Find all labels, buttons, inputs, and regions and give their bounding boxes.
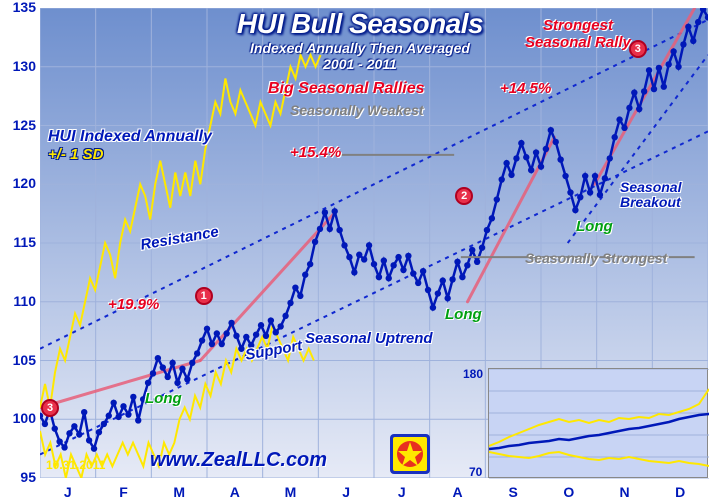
pct1-label: +19.9% [108, 296, 159, 313]
chart-container: 95100105110115120125130135 JFMAMJJASOND … [0, 0, 720, 504]
zeal-logo [390, 434, 430, 474]
seasonal-breakout-label: Seasonal Breakout [620, 180, 681, 211]
hui-indexed-label: HUI Indexed Annually [48, 128, 212, 146]
pct3-label: +14.5% [500, 80, 551, 97]
long1-label: Long [145, 390, 182, 407]
sd-label: +/- 1 SD [48, 146, 103, 163]
date-stamp: 10.31.2011 [46, 458, 105, 472]
url-label: www.ZealLLC.com [150, 449, 327, 472]
long2-label: Long [445, 306, 482, 323]
rally-marker-3: 3 [41, 399, 59, 417]
rally-marker-3: 3 [629, 40, 647, 58]
strongest-rally-label: Strongest Seasonal Rally [525, 18, 631, 51]
rally-marker-1: 1 [195, 287, 213, 305]
inset-y-top: 180 [463, 367, 483, 381]
seasonal-uptrend-label: Seasonal Uptrend [305, 330, 433, 347]
inset-chart: 180 70 [488, 368, 708, 478]
seasonally-weakest-label: Seasonally Weakest [290, 102, 424, 118]
chart-subtitle-1: Indexed Annually Then Averaged [250, 40, 470, 56]
seasonally-strongest-label: Seasonally Strongest [525, 250, 667, 266]
chart-subtitle-2: 2001 - 2011 [323, 56, 397, 72]
long3-label: Long [576, 218, 613, 235]
inset-y-bot: 70 [469, 465, 482, 479]
pct2-label: +15.4% [290, 144, 341, 161]
chart-title: HUI Bull Seasonals [237, 8, 483, 40]
big-rallies-label: Big Seasonal Rallies [268, 80, 425, 98]
